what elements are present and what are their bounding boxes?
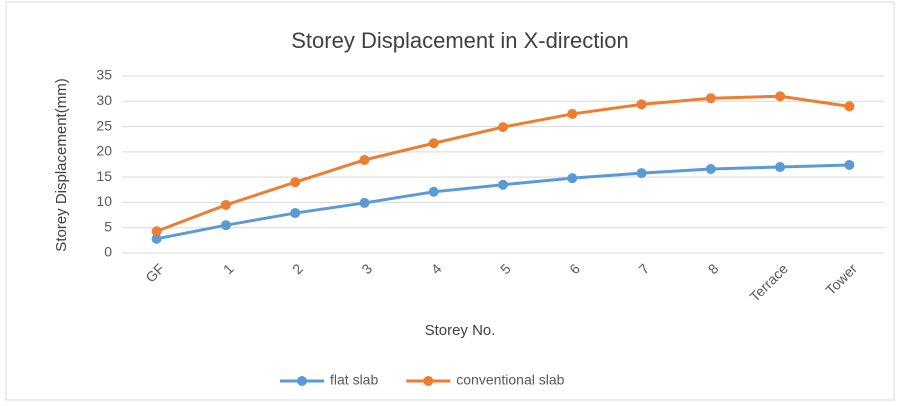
point <box>151 233 162 244</box>
point <box>428 186 439 197</box>
legend-label: conventional slab <box>456 372 564 388</box>
point <box>775 162 786 173</box>
y-tick-label: 0 <box>104 244 112 260</box>
point <box>498 122 508 133</box>
point <box>636 168 647 179</box>
point <box>359 154 370 165</box>
point <box>290 177 301 188</box>
point <box>567 173 578 184</box>
point <box>151 226 162 237</box>
y-tick-label: 20 <box>96 143 112 159</box>
point <box>775 91 786 102</box>
point <box>220 220 231 231</box>
point <box>567 108 578 119</box>
legend-label: flat slab <box>330 372 378 388</box>
y-tick-label: 35 <box>96 67 112 83</box>
legend-marker <box>297 376 307 386</box>
point <box>428 138 439 149</box>
point <box>844 101 855 112</box>
x-axis-title: Storey No. <box>425 322 496 339</box>
point <box>290 208 301 219</box>
point <box>844 160 855 171</box>
point <box>498 179 508 190</box>
y-tick-label: 10 <box>96 193 112 209</box>
point <box>705 93 716 104</box>
y-tick-label: 30 <box>96 92 112 108</box>
chart-border <box>5 1 895 401</box>
point <box>220 199 231 210</box>
point <box>636 99 647 110</box>
y-axis-title: Storey Displacement(mm) <box>53 78 70 251</box>
chart-title: Storey Displacement in X-direction <box>291 28 628 53</box>
point <box>359 197 370 208</box>
y-tick-label: 15 <box>96 168 112 184</box>
legend-marker <box>423 376 434 386</box>
y-tick-label: 25 <box>96 117 112 133</box>
point <box>705 164 716 175</box>
y-tick-label: 5 <box>104 218 112 234</box>
